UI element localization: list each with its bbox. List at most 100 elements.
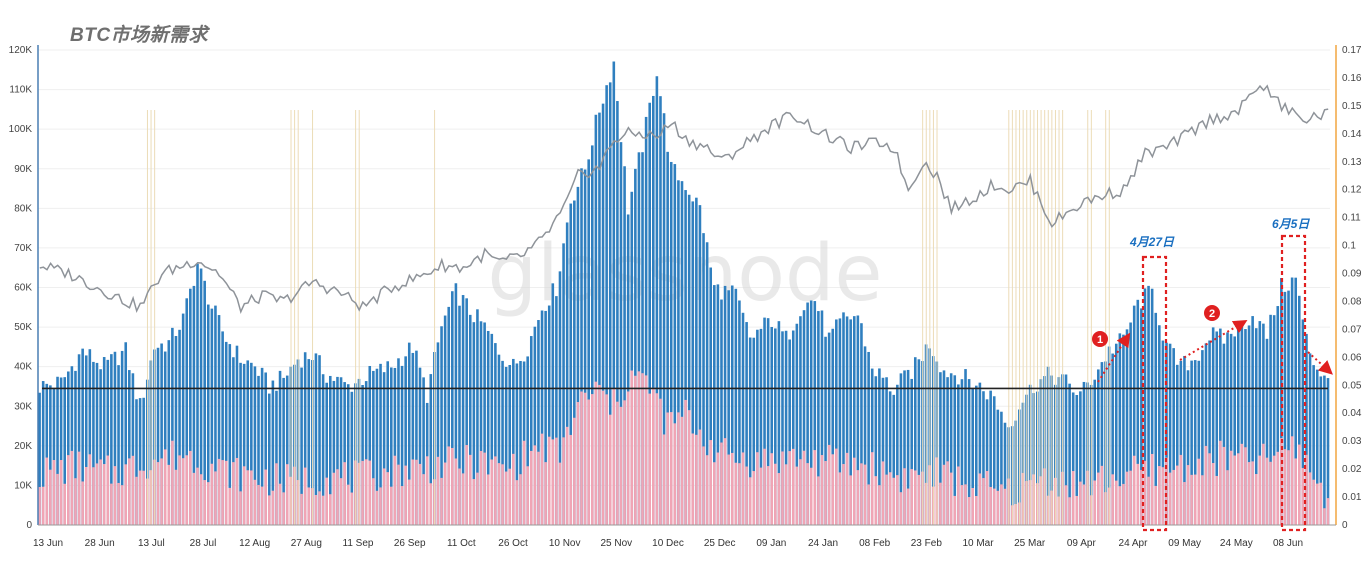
bar-blue <box>232 357 235 525</box>
bar-pink <box>975 496 978 525</box>
bar-pink <box>1075 495 1079 525</box>
bar-pink <box>1201 475 1204 525</box>
bar-pink <box>128 458 131 525</box>
bar-blue <box>386 361 390 525</box>
bar-pink <box>1071 471 1075 525</box>
bar-blue <box>791 330 795 525</box>
bar-blue <box>802 310 806 525</box>
bar-blue <box>418 367 422 525</box>
bar-pink <box>827 444 831 525</box>
bar-pink <box>483 452 486 525</box>
bar-pink <box>1122 483 1125 525</box>
bar-pink <box>723 438 727 525</box>
bar-pink <box>1197 458 1201 525</box>
bar-pink <box>1283 449 1287 525</box>
bar-pink <box>422 474 425 525</box>
bar-blue <box>691 201 695 526</box>
bar-pink <box>1319 482 1323 525</box>
bar-pink <box>1269 461 1272 525</box>
bar-pink <box>1305 454 1308 525</box>
bar-pink <box>623 400 626 525</box>
bar-pink <box>346 484 350 525</box>
bar-pink <box>275 463 278 525</box>
y-tick-label-left: 20K <box>14 441 32 452</box>
bar-blue <box>519 360 522 525</box>
bar-pink <box>680 416 684 525</box>
bar-pink <box>138 470 142 525</box>
bar-pink <box>734 462 738 525</box>
bar-pink <box>957 466 960 525</box>
annotations: 4月27日 6月5日 1 2 <box>1092 217 1333 532</box>
bar-pink <box>569 434 573 525</box>
bar-pink <box>490 459 494 525</box>
bar-pink <box>845 452 849 525</box>
bar-pink <box>1068 497 1071 525</box>
x-tick-label: 09 Jan <box>756 538 786 549</box>
bar-blue <box>709 267 713 525</box>
bar-pink <box>1211 463 1215 525</box>
bar-blue <box>652 95 655 525</box>
y-tick-label-right: 0.03 <box>1342 436 1362 447</box>
bar-pink <box>1251 461 1254 525</box>
bar-pink <box>809 467 813 525</box>
bar-blue <box>59 377 63 525</box>
bar-blue <box>569 203 573 525</box>
x-tick-label: 08 Jun <box>1273 538 1303 549</box>
bar-blue <box>92 361 95 525</box>
bar-blue <box>781 331 784 525</box>
y-tick-label-left: 10K <box>14 480 32 491</box>
bar-pink <box>407 479 411 525</box>
bar-pink <box>634 375 637 525</box>
x-tick-label: 10 Dec <box>652 538 684 549</box>
bar-pink <box>713 462 716 525</box>
bar-pink <box>451 447 454 525</box>
bar-blue <box>379 363 382 525</box>
bar-pink <box>652 387 655 525</box>
bar-blue <box>583 169 587 525</box>
bar-pink <box>504 471 508 525</box>
bar-pink <box>587 399 590 525</box>
bar-pink <box>852 457 856 525</box>
bar-blue <box>971 388 974 525</box>
bar-pink <box>644 375 648 525</box>
bar-pink <box>1111 474 1114 525</box>
bar-blue <box>587 159 590 525</box>
bar-pink <box>608 414 612 525</box>
bar-pink <box>547 436 551 525</box>
bar-blue <box>504 366 508 525</box>
bar-pink <box>1326 498 1330 525</box>
bar-pink <box>616 401 619 525</box>
bar-pink <box>260 486 264 525</box>
bar-blue <box>361 384 364 525</box>
bar-blue <box>720 299 723 525</box>
bar-blue <box>339 377 343 525</box>
bar-blue <box>989 390 992 525</box>
bar-pink <box>817 476 820 525</box>
bar-pink <box>752 471 756 525</box>
bar-blue <box>1129 322 1132 525</box>
bar-blue <box>346 384 350 525</box>
x-tick-label: 25 Mar <box>1014 538 1046 549</box>
bar-pink <box>436 456 440 525</box>
bar-blue <box>913 357 917 525</box>
bar-blue <box>1298 295 1301 525</box>
bar-blue <box>975 385 978 525</box>
bar-blue <box>214 305 217 525</box>
bar-pink <box>673 423 677 525</box>
bar-blue <box>307 359 311 525</box>
y-tick-label-left: 50K <box>14 322 32 333</box>
bar-pink <box>124 464 128 525</box>
bar-pink <box>982 478 985 525</box>
bar-pink <box>321 495 325 525</box>
bar-pink <box>386 472 390 525</box>
bar-blue <box>260 367 264 525</box>
bar-blue <box>1301 319 1305 525</box>
bar-pink <box>206 482 210 525</box>
bar-pink <box>1175 465 1179 525</box>
bar-blue <box>343 382 346 525</box>
bar-blue <box>1258 321 1262 525</box>
bar-blue <box>1265 338 1269 525</box>
bar-pink <box>770 453 774 525</box>
bar-pink <box>99 459 102 525</box>
bar-blue <box>300 367 303 525</box>
